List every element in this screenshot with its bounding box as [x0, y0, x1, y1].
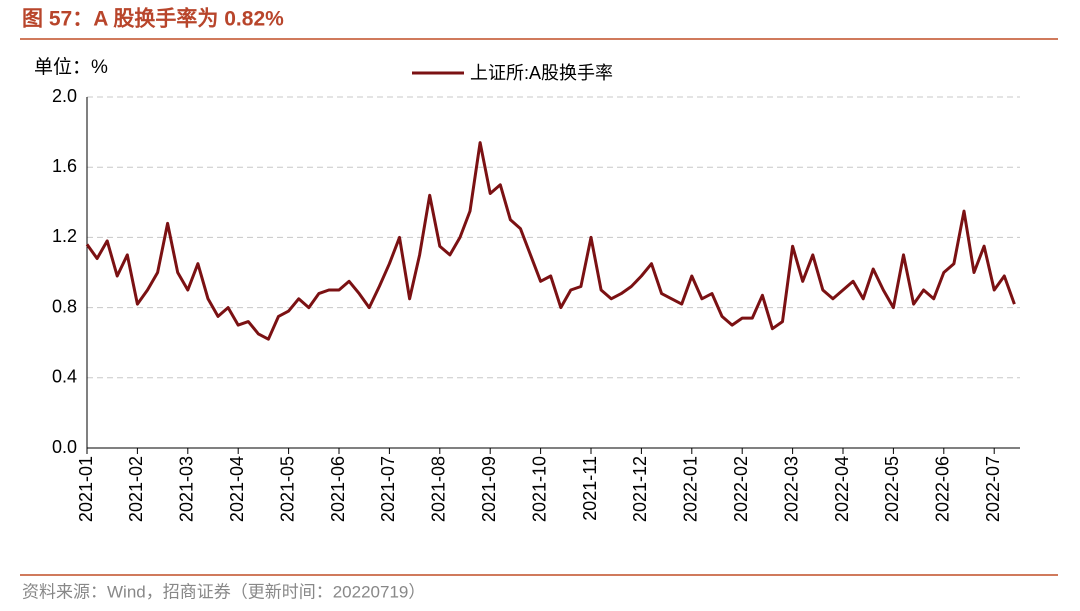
data-line	[85, 141, 1016, 341]
x-tick-label: 2022-04	[832, 456, 852, 522]
x-tick-label: 2021-01	[76, 456, 96, 522]
unit-label: 单位：%	[34, 56, 108, 78]
x-tick-label: 2021-11	[580, 456, 600, 521]
y-tick-label: 0.0	[52, 437, 77, 457]
y-tick-label: 1.2	[52, 226, 77, 246]
x-tick-label: 2021-09	[479, 456, 499, 522]
x-tick-label: 2022-03	[781, 456, 801, 522]
x-tick-label: 2022-05	[882, 456, 902, 522]
x-tick-label: 2022-07	[983, 456, 1003, 522]
y-tick-label: 0.8	[52, 296, 77, 316]
chart-title: 图 57：A 股换手率为 0.82%	[22, 7, 284, 31]
x-tick-label: 2021-12	[630, 456, 650, 522]
x-tick-label: 2022-01	[681, 456, 701, 522]
x-tick-label: 2022-06	[933, 456, 953, 522]
x-tick-label: 2021-10	[529, 456, 549, 522]
y-tick-label: 1.6	[52, 156, 77, 176]
y-tick-label: 2.0	[52, 86, 77, 106]
x-tick-label: 2021-03	[177, 456, 197, 522]
source-note: 资料来源：Wind，招商证券（更新时间：20220719）	[22, 582, 425, 601]
legend-label: 上证所:A股换手率	[470, 63, 613, 83]
x-tick-label: 2021-06	[328, 456, 348, 522]
x-tick-label: 2021-08	[429, 456, 449, 522]
x-tick-label: 2021-04	[227, 456, 247, 522]
x-tick-label: 2021-07	[378, 456, 398, 522]
x-tick-label: 2021-02	[126, 456, 146, 522]
x-tick-label: 2022-02	[731, 456, 751, 522]
x-tick-label: 2021-05	[277, 456, 297, 522]
y-tick-label: 0.4	[52, 367, 77, 387]
